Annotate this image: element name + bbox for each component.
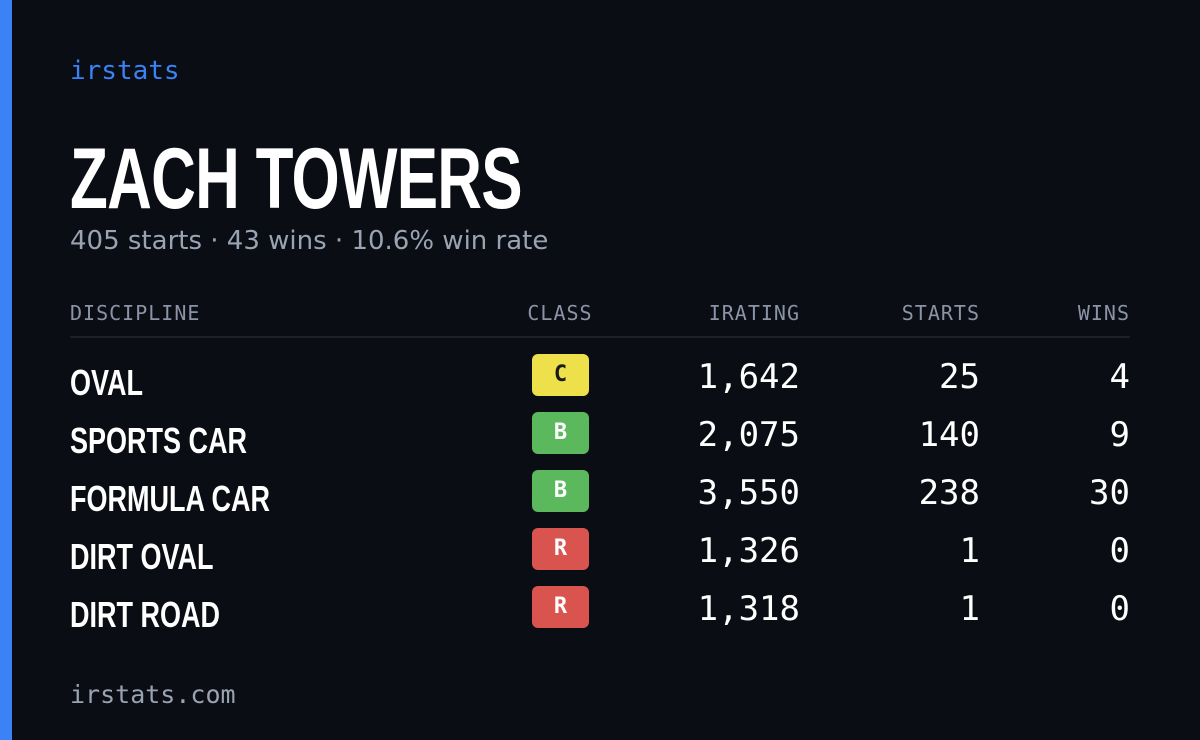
column-header: STARTS [901, 301, 980, 325]
column-header: IRATING [708, 301, 800, 325]
column-header: WINS [1077, 301, 1130, 325]
starts: 1 [959, 531, 980, 571]
header-rule [70, 336, 1130, 338]
starts: 140 [918, 415, 980, 455]
discipline: OVAL [70, 362, 144, 403]
class-badge: B [532, 470, 589, 512]
irating: 1,326 [697, 531, 800, 571]
starts: 1 [959, 589, 980, 629]
class-badge: R [532, 528, 589, 570]
driver-name: ZACH TOWERS [70, 131, 523, 227]
discipline: FORMULA CAR [70, 478, 270, 519]
brand: irstats [70, 56, 180, 86]
irating: 3,550 [697, 473, 800, 513]
wins: 0 [1109, 531, 1130, 571]
starts: 238 [918, 473, 980, 513]
irating: 2,075 [697, 415, 800, 455]
discipline: SPORTS CAR [70, 420, 248, 461]
starts: 25 [939, 357, 980, 397]
irating: 1,318 [697, 589, 800, 629]
column-header: CLASS [527, 301, 593, 325]
class-badge: C [532, 354, 589, 396]
class-badge: B [532, 412, 589, 454]
wins: 0 [1109, 589, 1130, 629]
discipline: DIRT OVAL [70, 536, 214, 577]
wins: 4 [1109, 357, 1130, 397]
irating: 1,642 [697, 357, 800, 397]
column-header: DISCIPLINE [70, 301, 201, 325]
discipline: DIRT ROAD [70, 594, 220, 635]
summary: 405 starts · 43 wins · 10.6% win rate [70, 226, 549, 256]
class-badge: R [532, 586, 589, 628]
wins: 9 [1109, 415, 1130, 455]
wins: 30 [1089, 473, 1130, 513]
footer: irstats.com [70, 680, 236, 709]
accent-bar [0, 0, 12, 740]
